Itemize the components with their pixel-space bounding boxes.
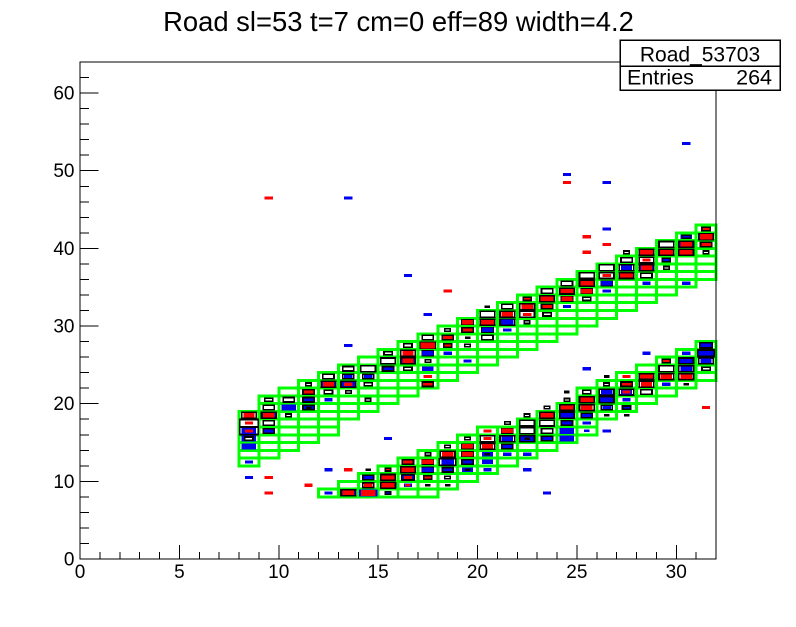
svg-text:50: 50 [53,161,74,182]
svg-text:Road sl=53 t=7 cm=0 eff=89 wid: Road sl=53 t=7 cm=0 eff=89 width=4.2 [163,6,634,37]
svg-text:0: 0 [75,562,86,583]
svg-text:30: 30 [53,317,74,338]
svg-text:264: 264 [736,66,772,90]
svg-text:Road_53703: Road_53703 [640,44,760,67]
svg-text:10: 10 [53,472,74,493]
svg-text:30: 30 [666,562,687,583]
svg-text:20: 20 [467,562,488,583]
svg-text:20: 20 [53,394,74,415]
svg-text:10: 10 [268,562,289,583]
svg-text:Entries: Entries [627,66,694,90]
svg-text:15: 15 [368,562,389,583]
svg-text:25: 25 [566,562,587,583]
svg-text:60: 60 [53,84,74,105]
svg-text:40: 40 [53,239,74,260]
svg-text:0: 0 [64,550,75,571]
svg-text:5: 5 [174,562,185,583]
